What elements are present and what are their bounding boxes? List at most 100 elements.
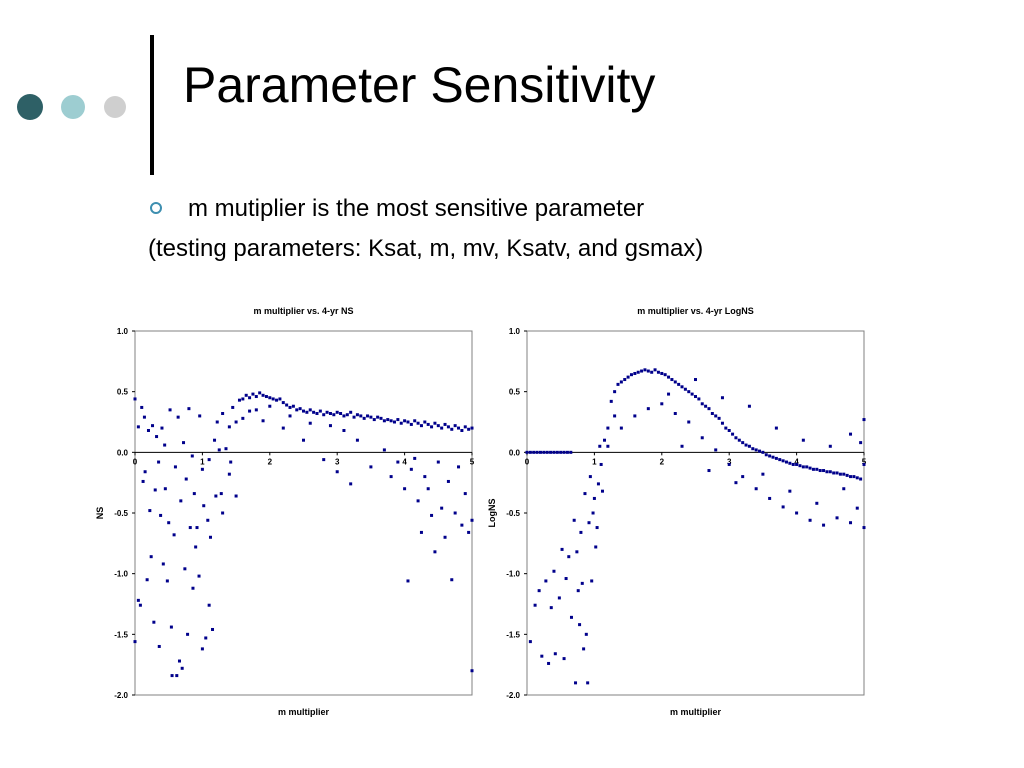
data-point (828, 444, 832, 448)
data-point (349, 410, 353, 414)
data-point (594, 545, 598, 549)
data-point (433, 421, 437, 425)
data-point (184, 477, 188, 481)
data-point (349, 482, 353, 486)
data-point (142, 415, 146, 419)
data-point (419, 530, 423, 534)
data-point (244, 393, 248, 397)
data-point (204, 636, 208, 640)
data-point (768, 496, 772, 500)
sub-text: (testing parameters: Ksat, m, mv, Ksatv,… (148, 235, 704, 262)
data-point (801, 465, 805, 469)
data-point (389, 475, 393, 479)
data-point (413, 419, 417, 423)
data-point (578, 623, 582, 627)
data-point (791, 462, 795, 466)
data-point (133, 640, 137, 644)
data-point (172, 533, 176, 537)
data-point (564, 577, 568, 581)
data-point (525, 450, 529, 454)
data-point (592, 496, 596, 500)
decorative-dots (0, 0, 150, 140)
data-point (463, 492, 467, 496)
data-point (433, 550, 437, 554)
data-point (227, 472, 231, 476)
data-point (613, 414, 617, 418)
data-point (328, 412, 332, 416)
data-point (660, 371, 664, 375)
x-axis-label: m multiplier (670, 707, 722, 717)
data-point (700, 402, 704, 406)
data-point (271, 397, 275, 401)
data-point (724, 426, 728, 430)
data-point (453, 424, 457, 428)
data-point (221, 412, 225, 416)
data-point (741, 441, 745, 445)
data-point (660, 402, 664, 406)
data-point (555, 450, 559, 454)
data-point (173, 465, 177, 469)
data-point (430, 513, 434, 517)
data-point (646, 407, 650, 411)
data-point (737, 438, 741, 442)
data-point (801, 438, 805, 442)
decor-dot-teal (61, 95, 85, 119)
data-point (575, 550, 579, 554)
data-point (673, 412, 677, 416)
data-point (650, 370, 654, 374)
data-point (163, 487, 167, 491)
data-point (744, 443, 748, 447)
data-point (268, 404, 272, 408)
data-point (207, 458, 211, 462)
data-point (169, 625, 173, 629)
data-point (842, 472, 846, 476)
y-tick-label: 1.0 (509, 327, 521, 336)
data-point (633, 371, 637, 375)
data-point (606, 426, 610, 430)
data-point (667, 392, 671, 396)
data-point (680, 385, 684, 389)
chart-title: m multiplier vs. 4-yr NS (253, 306, 353, 316)
data-point (845, 473, 849, 477)
y-tick-label: -1.5 (114, 630, 128, 639)
data-point (849, 475, 853, 479)
data-point (192, 492, 196, 496)
data-point (467, 530, 471, 534)
data-point (179, 499, 183, 503)
data-point (663, 373, 667, 377)
data-point (359, 414, 363, 418)
data-point (687, 420, 691, 424)
data-point (533, 603, 537, 607)
data-point (186, 632, 190, 636)
data-point (798, 464, 802, 468)
data-point (440, 506, 444, 510)
data-point (673, 380, 677, 384)
data-point (450, 578, 454, 582)
data-point (714, 448, 718, 452)
data-point (366, 414, 370, 418)
data-point (315, 412, 319, 416)
data-point (443, 535, 447, 539)
data-point (591, 511, 595, 515)
data-point (194, 545, 198, 549)
data-point (234, 494, 238, 498)
data-point (808, 518, 812, 522)
data-point (609, 399, 613, 403)
data-point (582, 647, 586, 651)
data-point (653, 368, 657, 372)
x-tick-label: 4 (402, 457, 407, 466)
data-point (436, 460, 440, 464)
data-point (339, 412, 343, 416)
data-point (352, 415, 356, 419)
x-tick-label: 3 (335, 457, 340, 466)
data-point (140, 405, 144, 409)
data-point (788, 461, 792, 465)
data-point (754, 487, 758, 491)
bullet-text: m mutiplier is the most sensitive parame… (188, 195, 645, 222)
data-point (595, 526, 599, 530)
y-tick-label: 0.0 (509, 448, 521, 457)
data-point (598, 444, 602, 448)
data-point (440, 426, 444, 430)
logns-scatter-chart: m multiplier vs. 4-yr LogNS m multiplier L… (487, 296, 887, 726)
x-tick-label: 5 (862, 457, 867, 466)
